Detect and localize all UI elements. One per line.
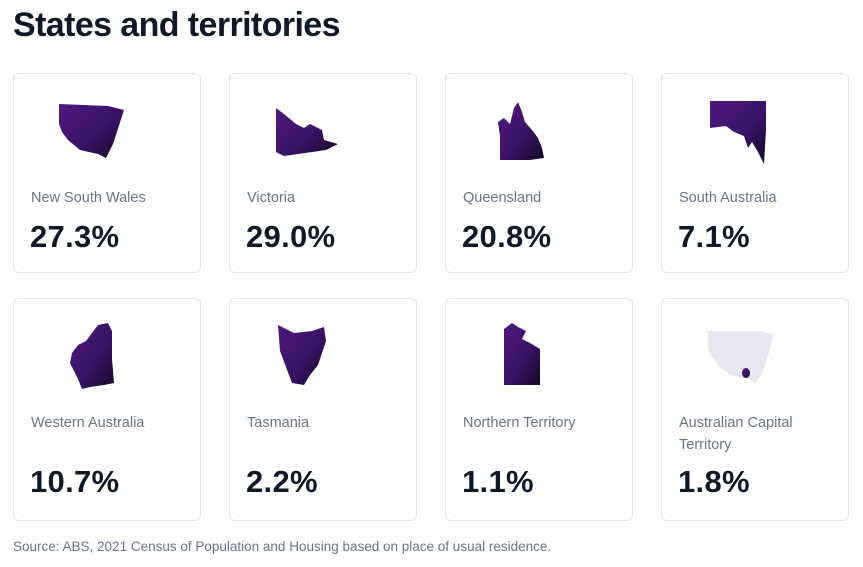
state-label: New South Wales [31,190,146,206]
states-grid: New South Wales 27.3% Victoria 29.0% Que… [13,73,853,521]
state-card-qld: Queensland 20.8% [445,73,633,273]
state-value: 20.8% [462,219,552,254]
state-value: 1.1% [462,464,534,499]
page-title: States and territories [13,6,341,44]
state-value: 2.2% [246,464,318,499]
qld-map-icon [498,102,544,160]
state-label: South Australia [679,190,777,206]
state-label: Victoria [247,190,296,206]
state-value: 7.1% [678,219,750,254]
state-card-sa: South Australia 7.1% [661,73,849,273]
state-card-act: Australian Capital Territory 1.8% [661,298,849,521]
wa-map-icon [70,323,114,389]
vic-map-icon [276,108,338,156]
sa-map-icon [710,101,766,164]
source-note: Source: ABS, 2021 Census of Population a… [13,539,552,554]
state-label: Western Australia [31,415,145,431]
state-label: Queensland [463,190,542,206]
tas-map-icon [278,325,326,385]
state-value: 29.0% [246,219,336,254]
act-map-icon [708,331,774,383]
state-card-tas: Tasmania 2.2% [229,298,417,521]
state-value: 27.3% [30,219,120,254]
state-label: Australian Capital Territory [679,415,793,453]
nsw-map-icon [59,104,124,158]
nt-map-icon [504,323,540,385]
state-label: Northern Territory [463,415,576,431]
state-card-wa: Western Australia 10.7% [13,298,201,521]
state-card-nt: Northern Territory 1.1% [445,298,633,521]
state-value: 10.7% [30,464,120,499]
state-card-vic: Victoria 29.0% [229,73,417,273]
state-value: 1.8% [678,464,750,499]
state-label: Tasmania [247,415,310,431]
state-card-nsw: New South Wales 27.3% [13,73,201,273]
